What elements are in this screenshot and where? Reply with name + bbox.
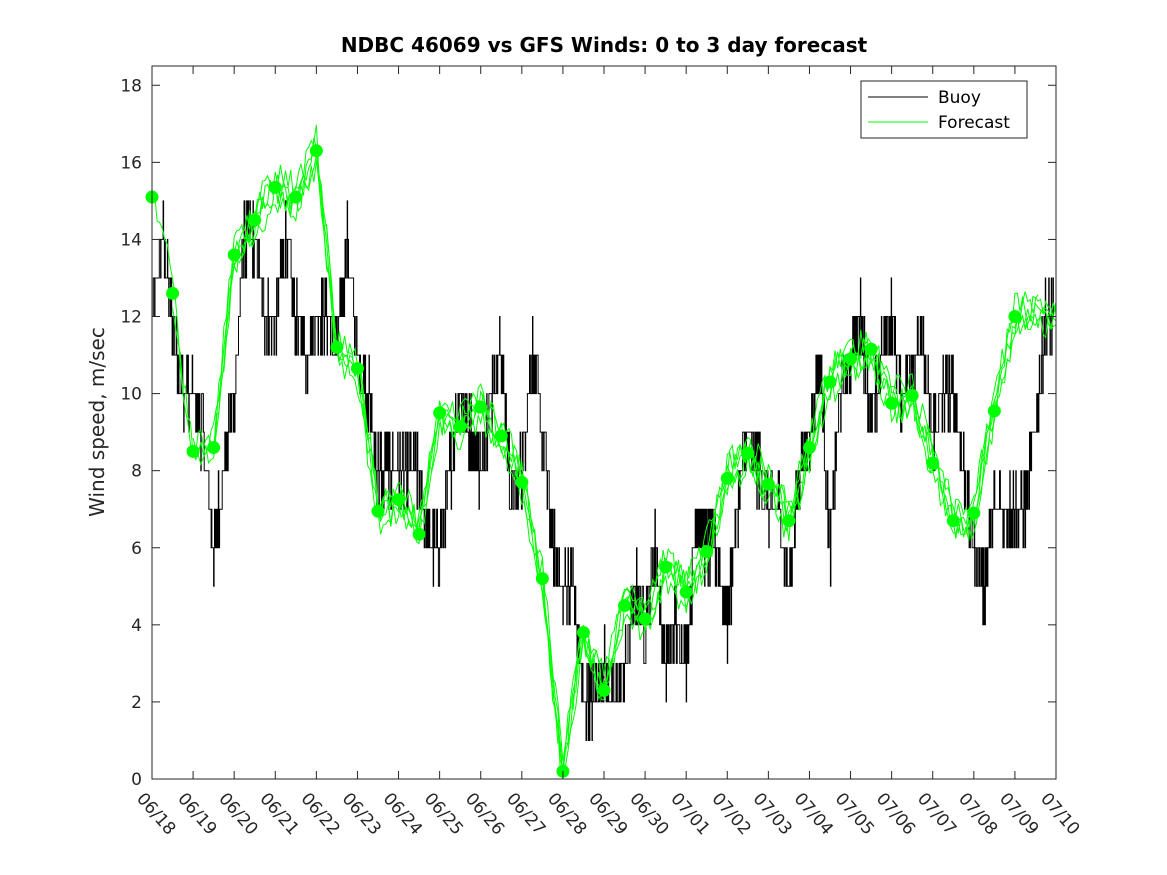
forecast-point — [330, 340, 344, 354]
y-tick-label: 8 — [131, 462, 142, 482]
forecast-point — [371, 504, 385, 518]
legend: Buoy Forecast — [860, 80, 1028, 139]
forecast-point — [535, 572, 549, 586]
forecast-point — [844, 352, 858, 366]
forecast-point — [597, 683, 611, 697]
forecast-point — [186, 444, 200, 458]
forecast-point — [1008, 310, 1022, 324]
y-tick-label: 14 — [120, 230, 142, 250]
forecast-point — [802, 441, 816, 455]
forecast-point — [987, 404, 1001, 418]
forecast-point — [289, 190, 303, 204]
y-tick-label: 18 — [120, 76, 142, 96]
forecast-line — [213, 154, 1057, 774]
forecast-point — [453, 419, 467, 433]
y-tick-label: 4 — [131, 616, 142, 636]
forecast-point — [618, 599, 632, 613]
forecast-point — [166, 286, 180, 300]
forecast-point — [207, 441, 221, 455]
chart-title: NDBC 46069 vs GFS Winds: 0 to 3 day fore… — [341, 33, 868, 57]
forecast-point — [576, 626, 590, 640]
y-tick-label: 12 — [120, 308, 142, 328]
forecast-point — [248, 213, 262, 227]
y-tick-label: 2 — [131, 693, 142, 713]
forecast-point — [638, 612, 652, 626]
legend-buoy-label: Buoy — [938, 88, 981, 108]
forecast-point — [268, 180, 282, 194]
y-tick-label: 6 — [131, 539, 142, 559]
y-tick-label: 16 — [120, 153, 142, 173]
forecast-point — [227, 248, 241, 262]
forecast-point — [350, 362, 364, 376]
forecast-point — [412, 527, 426, 541]
forecast-point — [741, 446, 755, 460]
forecast-point — [515, 475, 529, 489]
forecast-point — [679, 585, 693, 599]
forecast-point — [967, 506, 981, 520]
y-tick-label: 10 — [120, 385, 142, 405]
y-axis-label: Wind speed, m/sec — [85, 327, 109, 517]
forecast-point — [761, 477, 775, 491]
forecast-point — [659, 560, 673, 574]
forecast-point — [494, 429, 508, 443]
forecast-line — [233, 137, 1057, 768]
forecast-point — [433, 406, 447, 420]
forecast-point — [905, 389, 919, 403]
forecast-point — [885, 396, 899, 410]
forecast-point — [474, 400, 488, 414]
forecast-point — [864, 342, 878, 356]
forecast-point — [700, 545, 714, 559]
forecast-point — [946, 514, 960, 528]
legend-forecast-label: Forecast — [938, 113, 1010, 133]
y-tick-label: 0 — [131, 770, 142, 790]
forecast-point — [392, 493, 406, 507]
plot-area — [145, 65, 1057, 780]
forecast-markers — [145, 144, 1022, 778]
forecast-point — [926, 456, 940, 470]
legend-box — [860, 80, 1028, 139]
forecast-point — [823, 375, 837, 389]
y-axis: 0 2 4 6 8 10 12 14 16 18 — [120, 76, 1056, 790]
forecast-point — [309, 144, 323, 158]
forecast-point — [782, 514, 796, 528]
forecast-point — [720, 471, 734, 485]
